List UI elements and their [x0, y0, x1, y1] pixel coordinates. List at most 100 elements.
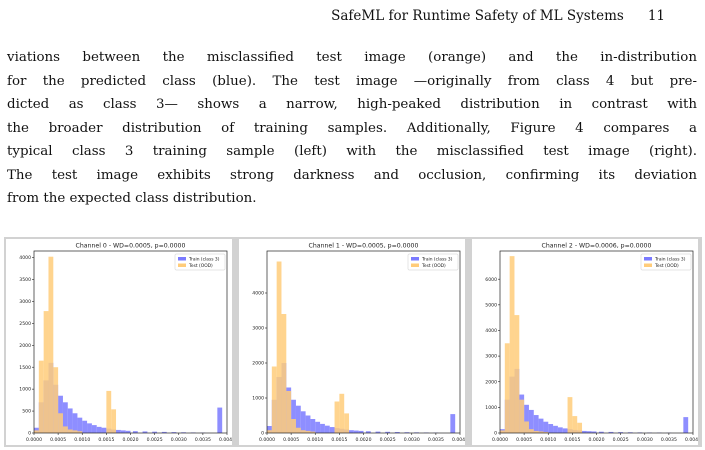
test-bar [300, 430, 306, 433]
y-tick-label: 1000 [252, 396, 264, 402]
train-bar [62, 402, 68, 433]
test-bar [533, 430, 539, 433]
test-bar [295, 427, 301, 433]
train-bar [683, 417, 689, 433]
train-bar [543, 421, 549, 433]
train-bar [142, 431, 148, 433]
train-bar [608, 431, 614, 433]
x-tick-label: 0.0025 [613, 437, 629, 443]
train-bar [310, 419, 316, 433]
train-bar [353, 430, 359, 433]
paragraph-line: The test image exhibits strong darkness … [7, 167, 697, 183]
test-bar [58, 413, 63, 433]
train-bar [324, 425, 330, 433]
test-bar [267, 430, 272, 433]
test-bar [106, 390, 112, 433]
train-bar [553, 425, 558, 433]
legend-label: Test (OOD) [188, 263, 213, 269]
test-bar [344, 413, 350, 433]
train-bar [91, 425, 97, 433]
train-bar [358, 430, 364, 433]
x-tick-label: 0.0015 [331, 437, 347, 443]
train-bar [385, 431, 391, 433]
test-bar [53, 367, 59, 433]
train-bar [582, 430, 587, 433]
x-tick-label: 0.0035 [428, 437, 444, 443]
test-bar [577, 422, 583, 433]
train-bar [161, 431, 167, 433]
train-bar [591, 431, 597, 433]
x-tick-label: 0.0005 [283, 437, 299, 443]
x-tick-label: 0.0015 [564, 437, 580, 443]
histogram-channel-2: Channel 2 - WD=0.0006, p=0.0000 0.0000 0.0… [472, 239, 698, 445]
train-bar [329, 427, 335, 433]
y-tick-label: 500 [22, 409, 31, 415]
test-bar [567, 397, 573, 433]
train-bar [181, 432, 186, 433]
x-tick-label: 0.0020 [122, 437, 138, 443]
page-number: 11 [647, 8, 665, 24]
test-bar [34, 430, 39, 433]
y-tick-label: 1000 [19, 387, 31, 393]
test-bar [514, 315, 520, 433]
test-bar [524, 421, 529, 433]
test-bar [519, 399, 525, 433]
test-bar [286, 391, 292, 433]
legend-label: Train (class 3) [421, 256, 453, 262]
test-bar [276, 261, 282, 433]
train-bar [72, 413, 78, 433]
y-tick-label: 0 [261, 431, 264, 437]
y-tick-label: 6000 [485, 277, 497, 283]
test-bar [305, 430, 311, 433]
y-tick-label: 2000 [19, 343, 31, 349]
y-tick-label: 4000 [19, 255, 31, 261]
train-bar [152, 431, 158, 433]
paragraph-line: dicted as class 3— shows a narrow, high-… [7, 97, 697, 112]
train-bar [528, 409, 534, 433]
legend-swatch-test [411, 263, 419, 267]
test-bar [48, 256, 54, 433]
train-bar [404, 432, 410, 433]
y-tick-label: 2000 [252, 361, 264, 367]
test-bar [291, 419, 296, 433]
x-tick-label: 0.0000 [26, 437, 42, 443]
train-bar [116, 429, 121, 433]
x-tick-label: 0.0005 [516, 437, 532, 443]
test-bar [62, 426, 68, 433]
y-tick-label: 3500 [19, 277, 31, 283]
test-bar [67, 429, 73, 433]
y-tick-label: 2500 [19, 321, 31, 327]
x-tick-label: 0.0035 [195, 437, 211, 443]
legend-box [640, 253, 692, 271]
x-tick-label: 0.0000 [492, 437, 508, 443]
legend-swatch-train [411, 257, 419, 261]
paragraph-line: the broader distribution of training sam… [7, 120, 697, 136]
train-bar [96, 426, 102, 433]
train-bar [375, 431, 381, 433]
paragraph-line: from the expected class distribution. [7, 191, 257, 206]
test-bar [77, 431, 83, 433]
train-bar [548, 424, 554, 433]
x-tick-label: 0.0030 [404, 437, 420, 443]
train-bar [533, 415, 539, 433]
test-bar [43, 311, 49, 433]
legend-label: Test (OOD) [654, 263, 679, 269]
train-bar [67, 408, 73, 433]
x-tick-label: 0.0010 [307, 437, 323, 443]
y-tick-label: 1500 [19, 365, 31, 371]
train-bar [125, 430, 131, 433]
histogram-channel-0: Channel 0 - WD=0.0005, p=0.0000 0.0000 0.0… [6, 239, 232, 445]
train-bar [618, 432, 624, 433]
test-bar [504, 343, 510, 433]
test-bar [339, 393, 345, 433]
train-bar [627, 432, 633, 433]
train-bar [267, 426, 272, 433]
train-bar [305, 415, 311, 433]
test-bar [572, 416, 578, 433]
legend-box [407, 253, 459, 271]
legend-swatch-test [644, 263, 652, 267]
train-bar [586, 431, 592, 433]
train-bar [394, 432, 400, 433]
